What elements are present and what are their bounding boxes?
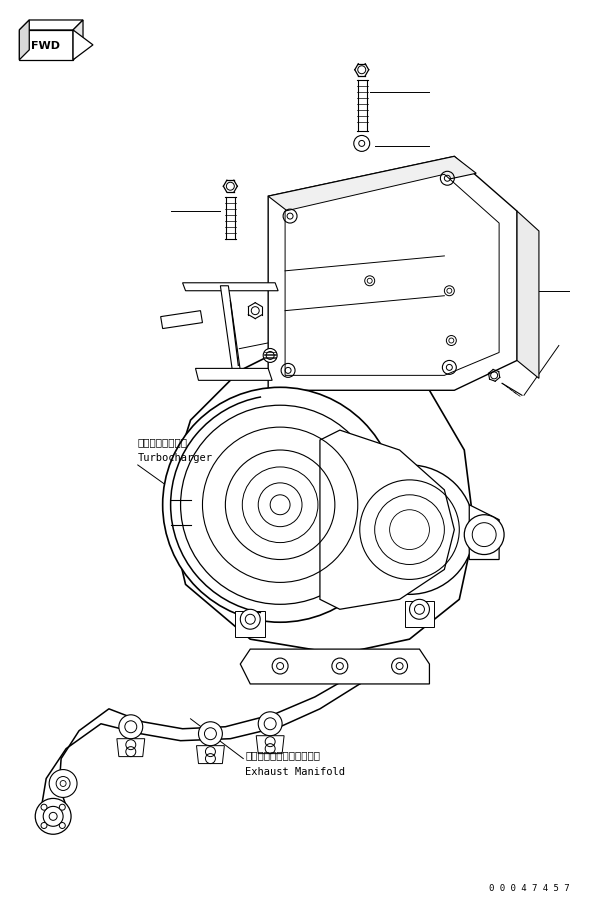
Polygon shape — [285, 174, 499, 375]
Polygon shape — [20, 20, 83, 30]
Polygon shape — [240, 649, 430, 684]
Text: FWD: FWD — [31, 41, 60, 51]
Polygon shape — [197, 746, 224, 764]
Circle shape — [464, 514, 504, 554]
Polygon shape — [404, 601, 434, 628]
Circle shape — [59, 823, 65, 828]
Circle shape — [41, 805, 47, 810]
Polygon shape — [73, 20, 83, 60]
Polygon shape — [221, 286, 240, 370]
Text: Exhaust Manifold: Exhaust Manifold — [245, 766, 345, 776]
Polygon shape — [268, 156, 476, 213]
Polygon shape — [268, 156, 517, 390]
Polygon shape — [117, 738, 145, 756]
Circle shape — [181, 405, 379, 604]
Circle shape — [258, 712, 282, 736]
Polygon shape — [73, 30, 93, 60]
Polygon shape — [256, 736, 284, 754]
Text: 0 0 0 4 7 4 5 7: 0 0 0 4 7 4 5 7 — [489, 883, 570, 892]
Circle shape — [35, 798, 71, 834]
Circle shape — [345, 465, 474, 594]
Circle shape — [163, 387, 398, 622]
Circle shape — [265, 736, 275, 746]
Polygon shape — [166, 350, 474, 654]
Text: エキゾーストマニホールド: エキゾーストマニホールド — [245, 751, 320, 761]
Circle shape — [49, 769, 77, 797]
Circle shape — [119, 715, 143, 738]
Polygon shape — [235, 611, 265, 637]
Circle shape — [392, 658, 408, 674]
Text: ターボチャージャ: ターボチャージャ — [137, 437, 188, 447]
Polygon shape — [196, 368, 272, 380]
Text: Turbocharger: Turbocharger — [137, 453, 213, 463]
Circle shape — [126, 740, 136, 750]
Polygon shape — [320, 430, 455, 610]
Circle shape — [332, 658, 348, 674]
Polygon shape — [20, 20, 29, 60]
Circle shape — [272, 658, 288, 674]
Circle shape — [240, 610, 260, 629]
Circle shape — [409, 600, 430, 619]
Circle shape — [41, 823, 47, 828]
Circle shape — [354, 135, 370, 151]
Circle shape — [205, 746, 216, 756]
Polygon shape — [183, 283, 278, 291]
Circle shape — [59, 805, 65, 810]
Polygon shape — [469, 505, 499, 560]
Polygon shape — [161, 311, 202, 328]
Circle shape — [199, 722, 222, 746]
Polygon shape — [517, 211, 539, 378]
Circle shape — [263, 348, 277, 363]
Polygon shape — [20, 30, 73, 60]
